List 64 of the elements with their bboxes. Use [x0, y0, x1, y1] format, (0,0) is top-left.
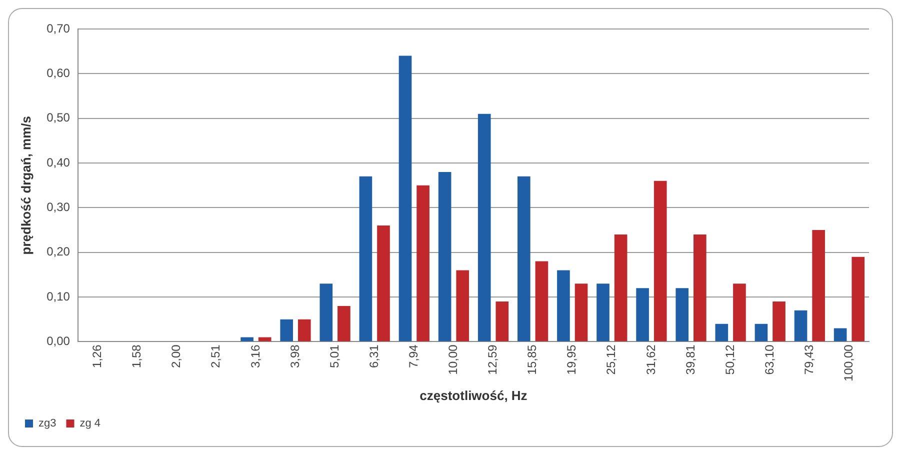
y-tick-label: 0,40 [46, 155, 70, 170]
bar [852, 256, 865, 342]
x-tick-label: 5,01 [327, 344, 342, 368]
x-tick-label: 100,00 [842, 344, 856, 382]
bar [654, 180, 667, 342]
bar [398, 56, 412, 342]
y-axis-title: prędkość drgań, mm/s [18, 116, 34, 255]
bar [754, 324, 768, 342]
x-tick-label: 1,26 [90, 344, 104, 368]
x-axis-title: częstotliwość, Hz [420, 388, 528, 403]
bar [834, 328, 847, 342]
bar [794, 310, 808, 342]
x-tick-label: 63,10 [762, 344, 776, 375]
x-tick-label: 19,95 [564, 344, 579, 375]
bar [518, 176, 530, 342]
x-tick-label: 79,43 [802, 344, 816, 375]
y-tick-label: 0,70 [46, 21, 70, 36]
bar [377, 226, 390, 342]
legend-label: zg 4 [80, 418, 101, 430]
bar [676, 288, 689, 342]
bar [733, 284, 746, 342]
y-tick-label: 0,30 [46, 200, 70, 214]
x-tick-label: 6,31 [366, 344, 381, 368]
y-tick-label: 0,10 [46, 289, 70, 304]
x-tick-label: 31,62 [644, 344, 658, 375]
x-tick-label: 2,00 [169, 344, 184, 368]
x-tick-label: 25,12 [604, 344, 618, 375]
bar [240, 337, 254, 342]
bar [298, 319, 311, 342]
x-tick-label: 12,59 [486, 344, 500, 375]
x-tick-label: 10,00 [446, 344, 460, 375]
bar [258, 337, 272, 342]
y-tick-label: 0,20 [46, 244, 70, 259]
x-tick-label: 3,98 [288, 344, 302, 368]
bar [535, 261, 548, 342]
y-tick-label: 0,00 [46, 334, 70, 348]
bar [496, 301, 509, 342]
bar [438, 172, 452, 342]
bar [416, 185, 430, 342]
bar [557, 270, 570, 342]
bar [694, 234, 706, 342]
x-tick-label: 7,94 [406, 344, 420, 368]
bar [574, 284, 588, 342]
bar [478, 114, 491, 342]
bar [636, 288, 649, 342]
bar [772, 301, 786, 342]
x-tick-label: 15,85 [525, 344, 540, 375]
x-tick-label: 3,16 [248, 344, 262, 368]
bar [596, 284, 610, 342]
x-tick-label: 39,81 [683, 344, 698, 375]
bar [359, 176, 372, 342]
bar [320, 284, 333, 342]
y-tick-label: 0,60 [46, 66, 70, 80]
x-tick-label: 2,51 [208, 344, 223, 368]
bar [812, 230, 825, 342]
x-tick-label: 50,12 [722, 344, 737, 375]
bar [614, 234, 628, 342]
bar [456, 270, 470, 342]
bar [280, 319, 293, 342]
bar [715, 324, 728, 342]
bar [338, 306, 350, 342]
x-tick-label: 1,58 [130, 344, 144, 368]
legend-label: zg3 [38, 418, 56, 430]
y-tick-label: 0,50 [46, 110, 70, 125]
